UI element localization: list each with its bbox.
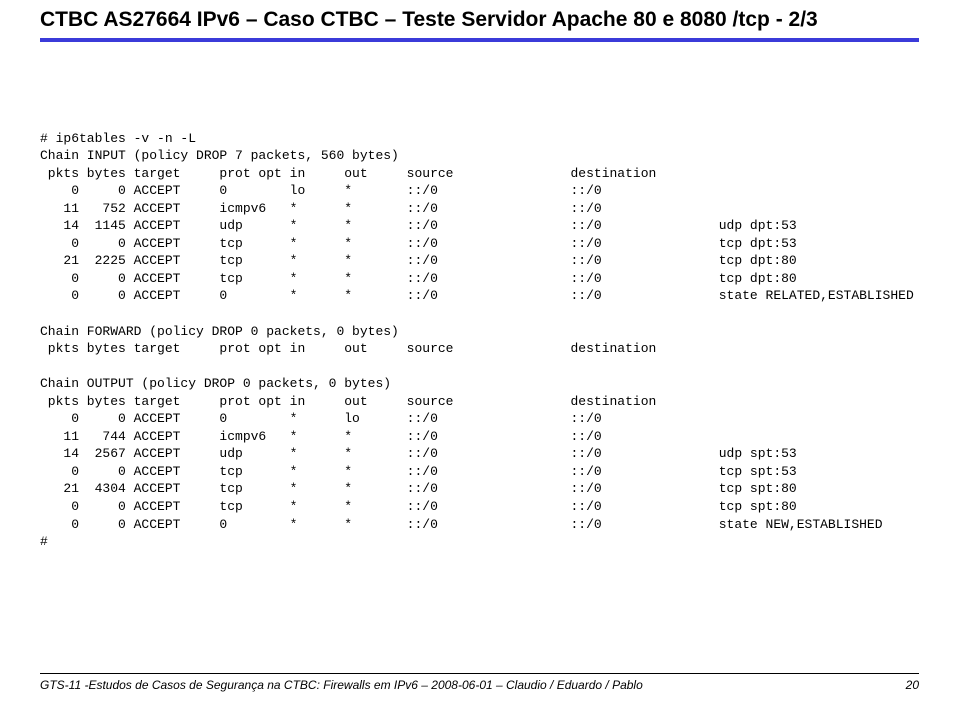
title-underline bbox=[40, 38, 919, 42]
input-row: 0 0 ACCEPT 0 lo * ::/0 ::/0 bbox=[40, 183, 602, 198]
columns-header: pkts bytes target prot opt in out source… bbox=[40, 394, 656, 409]
output-row: 0 0 ACCEPT 0 * * ::/0 ::/0 state NEW,EST… bbox=[40, 517, 883, 532]
columns-header: pkts bytes target prot opt in out source… bbox=[40, 341, 656, 356]
footer: GTS-11 -Estudos de Casos de Segurança na… bbox=[40, 678, 919, 692]
input-row: 14 1145 ACCEPT udp * * ::/0 ::/0 udp dpt… bbox=[40, 218, 797, 233]
output-row: 21 4304 ACCEPT tcp * * ::/0 ::/0 tcp spt… bbox=[40, 481, 797, 496]
columns-header: pkts bytes target prot opt in out source… bbox=[40, 166, 656, 181]
output-row: 0 0 ACCEPT tcp * * ::/0 ::/0 tcp spt:53 bbox=[40, 464, 797, 479]
input-row: 0 0 ACCEPT tcp * * ::/0 ::/0 tcp dpt:53 bbox=[40, 236, 797, 251]
page-number: 20 bbox=[906, 678, 919, 692]
terminal-output: # ip6tables -v -n -L Chain INPUT (policy… bbox=[40, 112, 919, 551]
prompt-end: # bbox=[40, 534, 48, 549]
footer-rule bbox=[40, 673, 919, 674]
output-row: 11 744 ACCEPT icmpv6 * * ::/0 ::/0 bbox=[40, 429, 602, 444]
input-row: 21 2225 ACCEPT tcp * * ::/0 ::/0 tcp dpt… bbox=[40, 253, 797, 268]
output-row: 14 2567 ACCEPT udp * * ::/0 ::/0 udp spt… bbox=[40, 446, 797, 461]
chain-input-header: Chain INPUT (policy DROP 7 packets, 560 … bbox=[40, 148, 399, 163]
chain-output-header: Chain OUTPUT (policy DROP 0 packets, 0 b… bbox=[40, 376, 391, 391]
input-row: 0 0 ACCEPT tcp * * ::/0 ::/0 tcp dpt:80 bbox=[40, 271, 797, 286]
output-row: 0 0 ACCEPT tcp * * ::/0 ::/0 tcp spt:80 bbox=[40, 499, 797, 514]
cmd-line: # ip6tables -v -n -L bbox=[40, 131, 196, 146]
input-row: 11 752 ACCEPT icmpv6 * * ::/0 ::/0 bbox=[40, 201, 602, 216]
footer-text: GTS-11 -Estudos de Casos de Segurança na… bbox=[40, 678, 643, 692]
output-row: 0 0 ACCEPT 0 * lo ::/0 ::/0 bbox=[40, 411, 602, 426]
slide-title: CTBC AS27664 IPv6 – Caso CTBC – Teste Se… bbox=[40, 0, 919, 38]
slide-container: CTBC AS27664 IPv6 – Caso CTBC – Teste Se… bbox=[0, 0, 959, 710]
chain-forward-header: Chain FORWARD (policy DROP 0 packets, 0 … bbox=[40, 324, 399, 339]
input-row: 0 0 ACCEPT 0 * * ::/0 ::/0 state RELATED… bbox=[40, 288, 914, 303]
